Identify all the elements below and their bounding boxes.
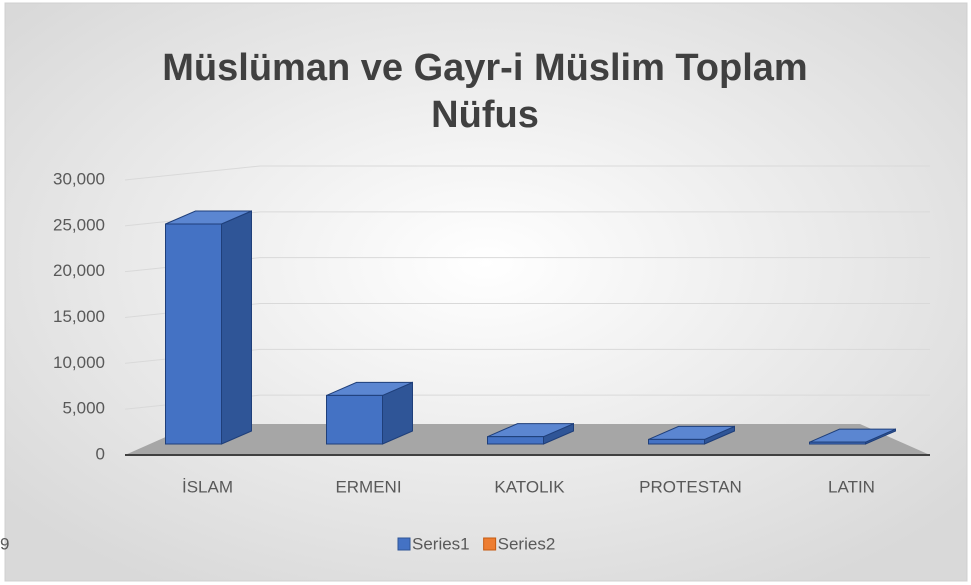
bar [326, 394, 383, 445]
page-fragment: 9 [0, 534, 9, 553]
y-tick-label: 20,000 [53, 261, 105, 280]
legend-swatch [483, 537, 497, 551]
x-tick-label: ERMENI [335, 477, 401, 496]
bar [809, 441, 866, 445]
grid-line [124, 211, 930, 227]
x-tick-label: PROTESTAN [639, 477, 742, 496]
chart-area [4, 2, 968, 582]
chart-title-line: Müslüman ve Gayr-i Müslim Toplam [162, 47, 807, 89]
legend-label: Series2 [498, 534, 556, 553]
bar [165, 223, 222, 445]
y-tick-label: 5,000 [62, 399, 105, 418]
bar [648, 438, 705, 445]
x-tick-label: LATIN [828, 477, 875, 496]
y-tick-label: 15,000 [53, 307, 105, 326]
bar-side [221, 210, 252, 445]
bar [487, 436, 544, 445]
chart-title-line: Nüfus [431, 94, 539, 136]
x-tick-label: KATOLIK [494, 477, 565, 496]
y-tick-label: 30,000 [53, 169, 105, 188]
y-tick-label: 25,000 [53, 215, 105, 234]
y-tick-label: 10,000 [53, 353, 105, 372]
x-tick-label: İSLAM [182, 477, 233, 496]
grid-line [124, 165, 930, 181]
legend-label: Series1 [412, 534, 470, 553]
legend-swatch [397, 537, 411, 551]
chart-title: Müslüman ve Gayr-i Müslim Toplam Nüfus [162, 47, 807, 136]
y-tick-label: 0 [96, 444, 105, 463]
